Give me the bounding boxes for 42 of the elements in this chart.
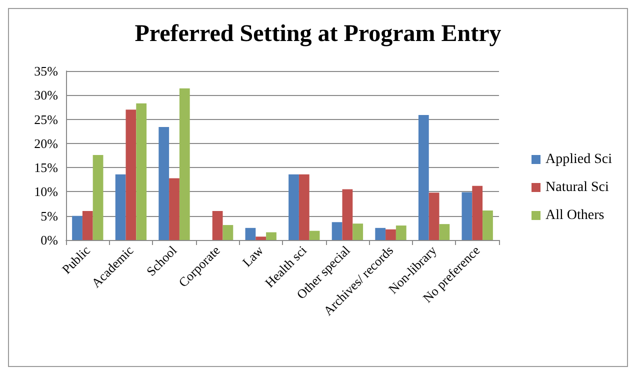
bar <box>472 186 483 240</box>
bar <box>309 230 320 240</box>
x-tick-label: Law <box>239 242 267 270</box>
bar <box>92 155 104 240</box>
bar <box>439 224 450 240</box>
bar <box>222 225 234 240</box>
bar <box>245 228 256 240</box>
bar <box>386 229 396 240</box>
bar <box>418 114 429 240</box>
bar <box>158 127 170 240</box>
bar <box>462 192 472 240</box>
bar <box>332 222 342 240</box>
bar <box>482 210 493 240</box>
bar <box>212 211 223 240</box>
bar <box>82 211 93 240</box>
bar <box>72 216 82 240</box>
y-tick-label: 20% <box>34 136 58 151</box>
bar <box>375 228 386 240</box>
bar <box>256 236 266 240</box>
legend-label: Applied Sci <box>546 152 612 167</box>
chart-title: Preferred Setting at Program Entry <box>134 21 502 47</box>
y-tick-label: 25% <box>34 112 58 127</box>
y-tick-label: 5% <box>40 208 58 224</box>
y-tick-label: 15% <box>34 160 58 176</box>
bar <box>126 110 136 240</box>
bar <box>428 192 440 240</box>
y-tick-label: 35% <box>34 64 58 78</box>
bar <box>288 174 299 240</box>
legend-label: Natural Sci <box>546 180 609 195</box>
y-tick-label: 0% <box>40 232 58 248</box>
y-tick-label: 30% <box>34 88 58 103</box>
bar <box>115 174 126 240</box>
bar <box>179 88 190 240</box>
bar <box>352 224 364 240</box>
bar <box>396 226 406 240</box>
bar <box>298 174 310 240</box>
legend-label: All Others <box>546 208 604 223</box>
bar <box>169 178 180 240</box>
y-tick-label: 10% <box>34 184 58 200</box>
bar <box>342 189 353 240</box>
bar <box>136 103 147 240</box>
bar <box>266 232 276 240</box>
